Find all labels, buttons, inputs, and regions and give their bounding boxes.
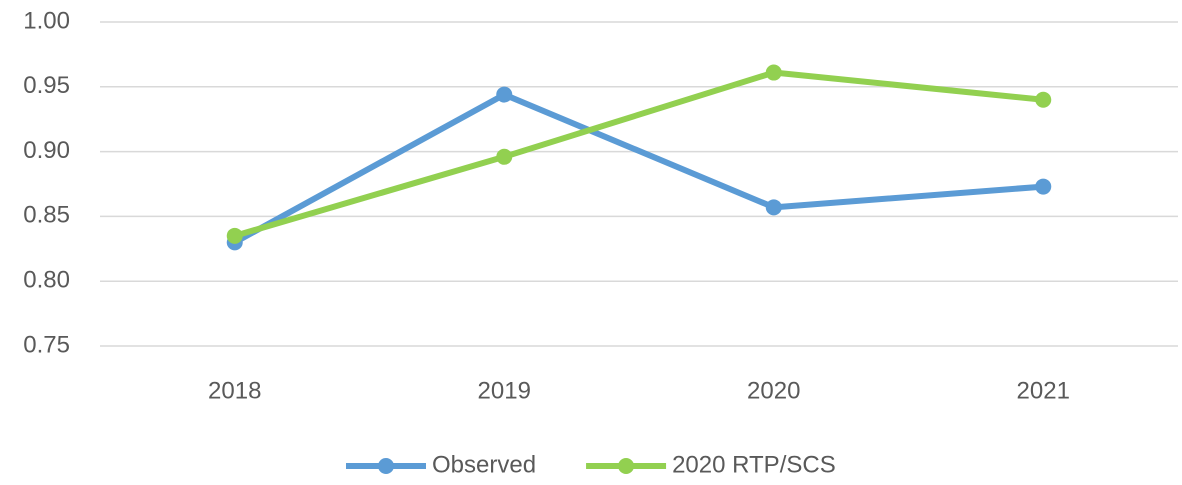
x-tick-label: 2021 [1017,377,1070,404]
y-tick-label: 0.90 [23,137,70,164]
data-point [1035,91,1052,108]
legend-label: Observed [432,451,536,478]
y-tick-label: 0.75 [23,331,70,358]
y-tick-label: 0.80 [23,267,70,294]
legend-label: 2020 RTP/SCS [672,451,836,478]
data-point [496,148,513,165]
y-tick-label: 0.85 [23,202,70,229]
y-tick-label: 1.00 [23,7,70,34]
x-tick-label: 2019 [478,377,531,404]
y-tick-label: 0.95 [23,72,70,99]
series-line [233,91,1044,245]
x-tick-label: 2018 [208,377,261,404]
data-point [226,227,243,244]
legend-marker [378,458,394,474]
data-point [765,64,782,81]
series-line [233,69,1044,239]
x-tick-label: 2020 [747,377,800,404]
data-point [765,199,782,216]
legend-marker [618,458,635,474]
data-point [1035,178,1052,195]
data-point [496,86,513,103]
